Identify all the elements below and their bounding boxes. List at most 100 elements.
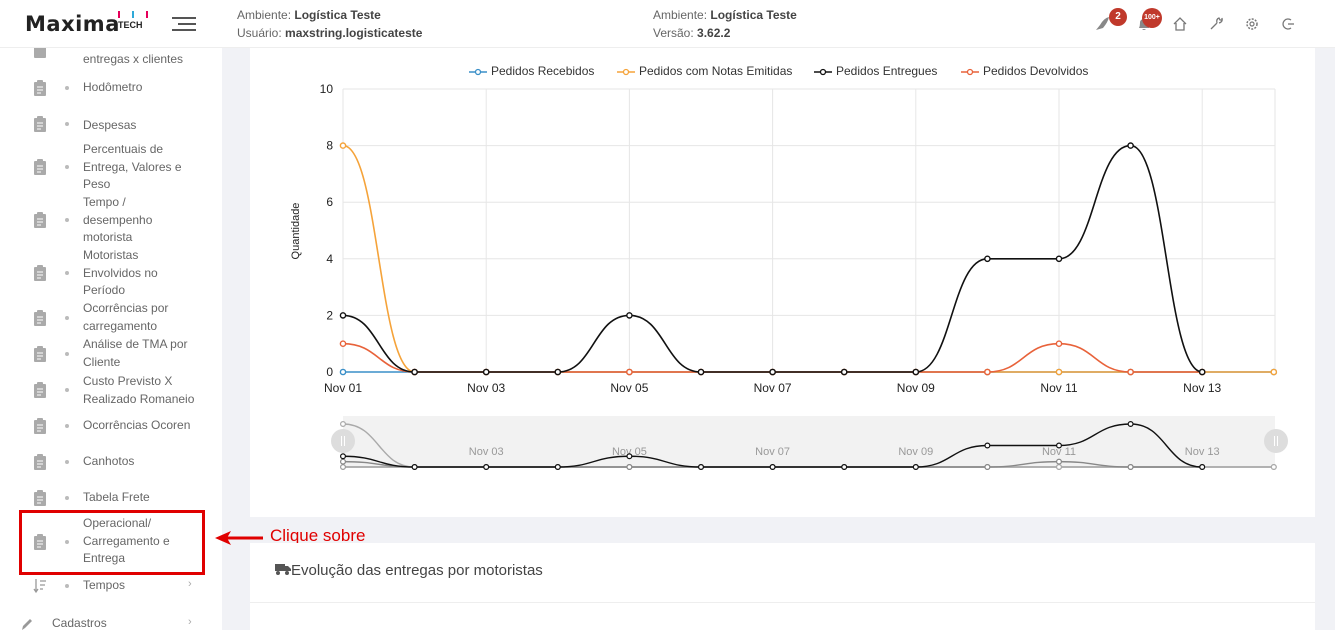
navigator-label: Nov 13 (1185, 446, 1220, 458)
legend-item-devolvidos[interactable]: Pedidos Devolvidos (961, 64, 1088, 78)
clipboard-icon (33, 382, 47, 398)
data-point (339, 312, 347, 319)
data-point (840, 368, 848, 376)
annotation-text: Clique sobre (270, 526, 366, 545)
navigator-point (483, 464, 490, 471)
data-point (769, 368, 776, 376)
sidebar-item-operacional-carregamento[interactable]: Operacional/ Carregamento e Entrega (0, 514, 222, 568)
highlight-box (19, 510, 205, 575)
card-title: Evolução das entregas por motoristas (275, 562, 543, 579)
bell-icon[interactable]: 100+ (1134, 8, 1162, 34)
navigator-point (1055, 458, 1062, 465)
gear-icon[interactable] (1242, 14, 1262, 34)
navigator-point (1199, 464, 1206, 471)
navigator-handle-left[interactable] (331, 429, 355, 453)
data-point (1127, 142, 1134, 149)
chevron-right-icon: › (188, 616, 192, 628)
navigator-label: Nov 09 (898, 446, 933, 458)
data-point (626, 368, 633, 376)
sidebar-item-percentuais[interactable]: Percentuais de Entrega, Valores e Peso (0, 141, 222, 193)
sidebar-item-custo-previsto[interactable]: Custo Previsto X Realizado Romaneio (0, 372, 222, 408)
logout-icon[interactable] (1278, 14, 1298, 34)
navigator-point (841, 464, 848, 471)
navigator-point (912, 464, 919, 471)
y-tick-label: 8 (326, 139, 333, 153)
data-point (339, 142, 347, 149)
data-point (1055, 368, 1063, 376)
rocket-badge: 2 (1109, 8, 1127, 26)
navigator-point (1127, 421, 1134, 428)
top-header: Maxima TECH Ambiente: Logística Teste Us… (0, 0, 1335, 48)
sidebar-item-tempos[interactable]: Tempos › (0, 576, 222, 596)
navigator-handle-right[interactable] (1264, 429, 1288, 453)
navigator-point (984, 464, 991, 471)
x-tick-label: Nov 11 (1040, 381, 1077, 395)
legend-item-entregues[interactable]: Pedidos Entregues (814, 64, 937, 78)
bell-badge: 100+ (1142, 8, 1162, 28)
rocket-icon[interactable]: 2 (1092, 8, 1127, 34)
sidebar-item-entregas-clientes[interactable]: entregas x clientes (0, 48, 222, 68)
drivers-evolution-card: Evolução das entregas por motoristas (250, 543, 1315, 630)
clipboard-icon (33, 310, 47, 326)
clipboard-icon (33, 418, 47, 434)
navigator-point (411, 464, 418, 471)
series-line-2 (342, 144, 1203, 373)
sidebar-item-despesas[interactable]: Despesas (0, 112, 222, 136)
navigator-point (697, 464, 704, 471)
navigator-point (769, 464, 776, 471)
data-point (1198, 368, 1206, 376)
sidebar-item-cadastros[interactable]: Cadastros › (0, 614, 222, 630)
navigator-point (340, 421, 347, 428)
navigator-point (984, 442, 991, 449)
navigator-point (626, 464, 633, 471)
clipboard-icon (33, 116, 47, 132)
legend-item-recebidos[interactable]: Pedidos Recebidos (469, 64, 594, 78)
wrench-icon[interactable] (1206, 14, 1226, 34)
x-tick-label: Nov 13 (1183, 381, 1221, 395)
sidebar-item-tabela-frete[interactable]: Tabela Frete (0, 486, 222, 510)
data-point (912, 368, 920, 376)
data-point (482, 368, 490, 376)
sort-icon (33, 578, 47, 594)
sidebar-item-tempo-desempenho[interactable]: Tempo / desempenho motorista (0, 194, 222, 246)
data-point (339, 340, 347, 348)
navigator-point (340, 464, 347, 471)
navigator-label: Nov 07 (755, 446, 790, 458)
data-point (554, 368, 562, 376)
navigator-label: Nov 05 (612, 446, 647, 458)
x-tick-label: Nov 09 (897, 381, 935, 395)
y-tick-label: 4 (326, 252, 333, 266)
data-point (984, 255, 991, 263)
navigator-point (626, 453, 633, 460)
navigator-label: Nov 11 (1042, 446, 1076, 458)
pencil-icon (20, 616, 34, 630)
y-axis-label: Quantidade (290, 203, 302, 260)
legend-item-notas-emitidas[interactable]: Pedidos com Notas Emitidas (617, 64, 792, 78)
navigator-point (340, 458, 347, 465)
data-point (1270, 368, 1278, 376)
sidebar-item-analise-tma[interactable]: Análise de TMA por Cliente (0, 336, 222, 372)
line-chart[interactable]: 0 2 4 6 8 10 Nov 01 Nov 03 Nov 05 Nov 07 Nov 09 Nov… (0, 0, 1335, 520)
x-tick-label: Nov 05 (610, 381, 648, 395)
sidebar-item-ocorrencias-carregamento[interactable]: Ocorrências por carregamento (0, 300, 222, 336)
navigator-point (1055, 464, 1062, 471)
environment-info: Ambiente: Logística Teste Usuário: maxst… (237, 8, 423, 40)
logo[interactable]: Maxima (25, 12, 120, 36)
clipboard-icon (33, 534, 47, 550)
sidebar-item-canhotos[interactable]: Canhotos (0, 450, 222, 474)
clipboard-icon (33, 159, 47, 175)
navigator-point (1127, 464, 1134, 471)
navigator-point (1055, 442, 1062, 449)
sidebar-item-motoristas-envolvidos[interactable]: Motoristas Envolvidos no Período (0, 247, 222, 299)
navigator-point (1270, 464, 1277, 471)
sidebar-item-ocorrencias-ocoren[interactable]: Ocorrências Ocoren (0, 414, 222, 438)
data-point (697, 368, 705, 376)
clipboard-icon (33, 490, 47, 506)
menu-toggle-icon[interactable] (172, 14, 196, 34)
home-icon[interactable] (1170, 14, 1190, 34)
sidebar: entregas x clientes Hodômetro Despesas P… (0, 48, 222, 630)
logo-bars (118, 11, 152, 19)
x-tick-label: Nov 03 (467, 381, 505, 395)
sidebar-item-hodometro[interactable]: Hodômetro (0, 76, 222, 100)
data-point (1127, 368, 1134, 376)
